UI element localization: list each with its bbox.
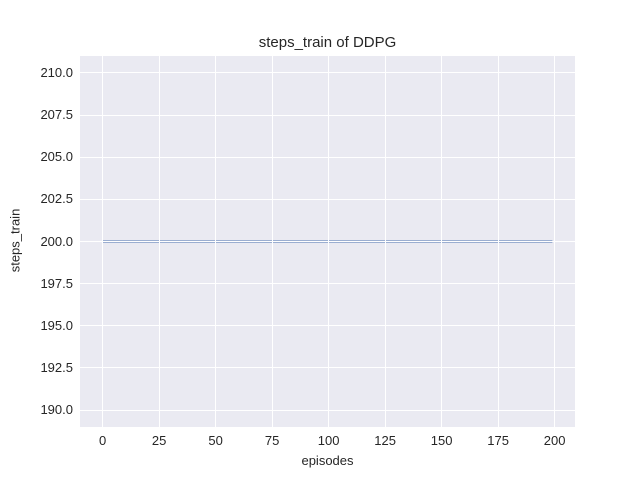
y-tick-label: 190.0 <box>40 402 73 418</box>
y-tick-label: 195.0 <box>40 317 73 333</box>
y-tick-label: 210.0 <box>40 64 73 80</box>
gridline-horizontal <box>80 325 575 327</box>
gridline-horizontal <box>80 156 575 158</box>
x-tick-label: 100 <box>317 433 340 448</box>
x-tick-label: 0 <box>98 433 107 448</box>
gridline-horizontal <box>80 367 575 369</box>
x-tick-label: 150 <box>430 433 453 448</box>
chart-title: steps_train of DDPG <box>258 34 397 51</box>
gridline-horizontal <box>80 283 575 285</box>
x-tick-label: 125 <box>374 433 396 448</box>
plot-area <box>80 56 575 427</box>
gridline-horizontal <box>80 114 575 116</box>
x-tick-label: 75 <box>264 433 280 448</box>
x-tick-label: 200 <box>543 433 566 448</box>
y-tick-label: 202.5 <box>40 191 73 207</box>
y-tick-label: 205.0 <box>40 149 73 165</box>
x-tick-label: 50 <box>208 433 223 448</box>
gridline-horizontal <box>80 198 575 200</box>
gridline-horizontal <box>80 241 575 242</box>
x-axis-label: episodes <box>301 453 354 468</box>
y-tick-label: 207.5 <box>40 107 73 123</box>
gridline-horizontal <box>80 409 575 411</box>
x-tick-label: 25 <box>151 433 167 448</box>
y-tick-label: 197.5 <box>40 275 73 291</box>
y-tick-label: 200.0 <box>40 233 73 249</box>
gridline-horizontal <box>80 72 575 74</box>
y-tick-label: 192.5 <box>40 359 73 375</box>
x-tick-label: 175 <box>487 433 509 448</box>
